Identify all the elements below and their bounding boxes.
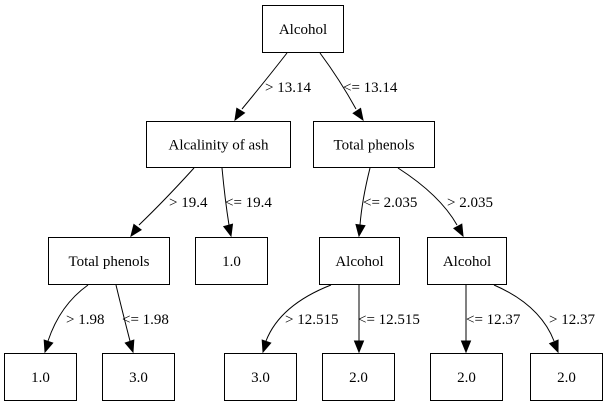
edge-label: > 19.4 bbox=[169, 195, 208, 211]
arrowhead-icon bbox=[124, 339, 135, 354]
tree-node: Total phenols bbox=[313, 121, 435, 168]
edge-label: <= 2.035 bbox=[363, 195, 417, 211]
tree-edge: <= 1.98 bbox=[115, 284, 169, 354]
edge-line bbox=[221, 167, 230, 226]
node-box bbox=[195, 237, 268, 285]
tree-node: Alcohol bbox=[262, 5, 344, 53]
node-box bbox=[530, 353, 603, 401]
edge-line bbox=[493, 284, 555, 342]
arrowhead-icon bbox=[43, 339, 54, 354]
tree-node: 1.0 bbox=[195, 237, 268, 285]
node-box bbox=[427, 237, 507, 285]
tree-edge: > 13.14 bbox=[234, 52, 311, 122]
tree-edge: > 12.515 bbox=[261, 284, 338, 354]
tree-node: 3.0 bbox=[102, 353, 175, 401]
node-label: 2.0 bbox=[557, 370, 576, 386]
tree-node: 3.0 bbox=[224, 353, 297, 401]
edge-line bbox=[397, 167, 458, 226]
edge-line bbox=[319, 52, 357, 110]
node-box bbox=[319, 237, 400, 285]
node-label: 1.0 bbox=[222, 254, 241, 270]
arrowhead-icon bbox=[353, 340, 365, 354]
tree-node: Alcalinity of ash bbox=[146, 121, 291, 168]
tree-edge: > 2.035 bbox=[397, 167, 493, 238]
node-label: 3.0 bbox=[129, 370, 148, 386]
arrowhead-icon bbox=[234, 107, 246, 122]
edge-label: <= 12.37 bbox=[466, 312, 521, 328]
node-label: Total phenols bbox=[68, 254, 149, 270]
node-label: Total phenols bbox=[333, 138, 414, 154]
tree-edge: > 12.37 bbox=[493, 284, 595, 354]
tree-edge: <= 19.4 bbox=[221, 167, 272, 238]
tree-node: 2.0 bbox=[530, 353, 603, 401]
node-label: Alcohol bbox=[443, 254, 491, 270]
edge-label: > 13.14 bbox=[265, 80, 311, 96]
edge-line bbox=[241, 52, 288, 110]
arrowhead-icon bbox=[222, 223, 234, 238]
node-label: 2.0 bbox=[349, 370, 368, 386]
arrowhead-icon bbox=[261, 339, 272, 354]
edge-label: > 2.035 bbox=[447, 195, 493, 211]
node-box bbox=[262, 5, 344, 53]
arrowhead-icon bbox=[453, 223, 464, 238]
edge-label: <= 1.98 bbox=[122, 312, 169, 328]
node-box bbox=[430, 353, 503, 401]
edge-label: <= 19.4 bbox=[225, 195, 272, 211]
tree-edge: <= 12.515 bbox=[353, 285, 420, 354]
tree-edge: > 1.98 bbox=[43, 284, 104, 354]
edges-layer: > 13.14 <= 13.14 > 19.4 <= 19.4 <= 2.035 > 2.… bbox=[43, 52, 595, 354]
tree-node: Total phenols bbox=[48, 237, 170, 285]
edge-label: <= 12.515 bbox=[358, 312, 420, 328]
tree-node: 2.0 bbox=[322, 353, 395, 401]
edge-line bbox=[265, 284, 332, 342]
arrowhead-icon bbox=[130, 223, 142, 238]
node-label: Alcohol bbox=[335, 254, 383, 270]
node-box bbox=[224, 353, 297, 401]
tree-node: 2.0 bbox=[430, 353, 503, 401]
node-box bbox=[4, 353, 77, 401]
node-label: Alcohol bbox=[279, 22, 327, 38]
arrowhead-icon bbox=[352, 107, 364, 122]
tree-edge: <= 13.14 bbox=[319, 52, 398, 122]
edge-line bbox=[115, 284, 131, 342]
node-label: 1.0 bbox=[31, 370, 50, 386]
edge-line bbox=[138, 167, 195, 226]
node-label: Alcalinity of ash bbox=[169, 138, 269, 154]
node-label: 3.0 bbox=[251, 370, 270, 386]
edge-line bbox=[359, 167, 371, 226]
node-box bbox=[102, 353, 175, 401]
node-box bbox=[146, 121, 291, 168]
edge-line bbox=[47, 284, 89, 342]
node-box bbox=[313, 121, 435, 168]
edge-label: > 12.37 bbox=[549, 312, 595, 328]
tree-node: Alcohol bbox=[427, 237, 507, 285]
edge-label: <= 13.14 bbox=[343, 80, 398, 96]
node-box bbox=[322, 353, 395, 401]
tree-edge: <= 12.37 bbox=[460, 285, 521, 354]
tree-edge: > 19.4 bbox=[130, 167, 208, 238]
arrowhead-icon bbox=[548, 339, 559, 354]
node-label: 2.0 bbox=[457, 370, 476, 386]
node-box bbox=[48, 237, 170, 285]
edge-label: > 12.515 bbox=[285, 312, 338, 328]
arrowhead-icon bbox=[355, 223, 366, 238]
edge-label: > 1.98 bbox=[66, 312, 104, 328]
arrowhead-icon bbox=[460, 340, 472, 354]
tree-node: 1.0 bbox=[4, 353, 77, 401]
tree-node: Alcohol bbox=[319, 237, 400, 285]
tree-edge: <= 2.035 bbox=[355, 167, 417, 238]
nodes-layer: Alcohol Alcalinity of ash Total phenols Tot… bbox=[4, 5, 603, 401]
